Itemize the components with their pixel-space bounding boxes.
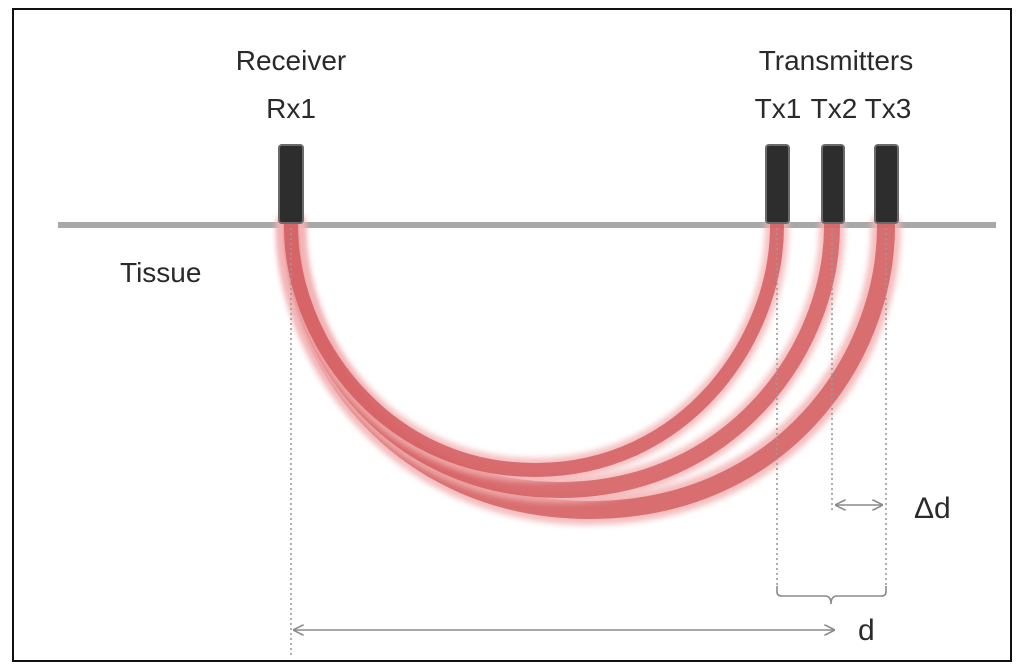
receiver-label: Receiver [236,45,346,76]
brace-icon [776,586,887,605]
tx2-probe [821,144,845,224]
tx2-label: Tx2 [811,93,858,124]
guide-lines [290,228,887,658]
photon-path-tx1 [284,219,784,478]
rx1-probe [278,144,304,224]
tissue-label: Tissue [120,257,201,288]
probes [278,144,899,224]
photon-paths [276,211,901,526]
tx1-label: Tx1 [755,93,802,124]
tx3-probe [874,144,899,224]
delta-d-label: Δd [914,492,951,525]
tx1-probe [765,144,790,224]
figure-frame [12,8,1012,662]
tx3-label: Tx3 [865,93,912,124]
d-label: d [858,614,875,647]
rx1-label: Rx1 [266,93,316,124]
transmitters-label: Transmitters [759,45,914,76]
